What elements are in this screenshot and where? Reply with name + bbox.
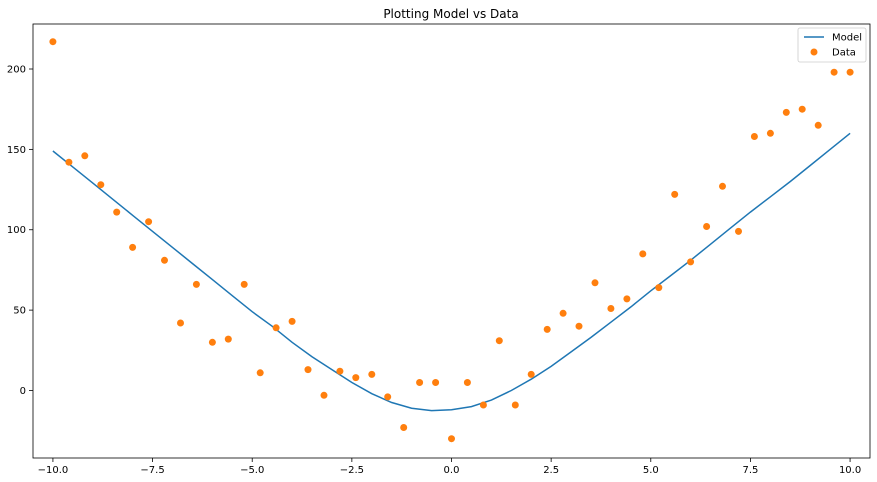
data-point (113, 208, 121, 216)
legend: Model Data (797, 27, 867, 63)
data-point (687, 258, 695, 266)
data-point (272, 324, 280, 332)
data-point (846, 68, 854, 76)
x-tick-label: 7.5 (742, 465, 758, 476)
data-point (479, 401, 487, 409)
y-tick-label: 150 (7, 145, 26, 156)
data-point (559, 309, 567, 317)
data-point (177, 319, 184, 327)
data-point (591, 279, 599, 287)
data-point (750, 133, 758, 140)
data-point (798, 105, 806, 113)
data-point (208, 338, 216, 346)
model-line (52, 132, 851, 412)
data-point (527, 370, 535, 378)
data-point (81, 152, 89, 160)
x-tick-label: −5.0 (240, 465, 264, 476)
legend-data-swatch (810, 48, 818, 56)
data-point (288, 317, 296, 325)
y-axis: 0 50 100 150 200 (7, 65, 33, 397)
x-tick-label: 5.0 (643, 465, 659, 476)
x-tick-label: −10.0 (38, 465, 69, 476)
data-point (495, 337, 503, 345)
data-point (129, 243, 137, 251)
data-point (65, 158, 73, 166)
axes-frame (32, 23, 871, 459)
data-point (432, 379, 440, 386)
legend-data-label: Data (832, 48, 856, 59)
data-point (575, 322, 583, 330)
legend-model-label: Model (832, 33, 862, 44)
plot-area (32, 23, 871, 459)
data-point (703, 223, 711, 230)
data-point (607, 305, 615, 312)
data-point (368, 370, 376, 378)
x-tick-label: 2.5 (543, 465, 559, 476)
data-point (97, 181, 105, 189)
chart-title: Plotting Model vs Data (383, 7, 518, 21)
x-tick-label: 10.0 (839, 465, 861, 476)
data-point (671, 190, 679, 198)
data-point (511, 401, 519, 409)
data-point (145, 218, 153, 226)
data-point (240, 280, 248, 288)
data-point (161, 256, 168, 264)
x-axis: −10.0 −7.5 −5.0 −2.5 0.0 2.5 5.0 7.5 10.0 (38, 458, 861, 476)
x-tick-label: 0.0 (444, 465, 460, 476)
data-point (830, 68, 838, 76)
x-tick-label: −7.5 (140, 465, 164, 476)
data-point (655, 284, 663, 292)
data-point (623, 295, 631, 303)
data-point (735, 227, 742, 235)
data-point (639, 250, 647, 258)
data-point (192, 280, 200, 288)
data-point (814, 121, 822, 129)
y-tick-label: 100 (7, 225, 26, 236)
data-point (224, 335, 232, 343)
data-point (766, 129, 774, 137)
data-point (400, 424, 408, 431)
y-tick-label: 50 (13, 306, 26, 317)
y-tick-label: 200 (7, 65, 26, 76)
data-point (304, 366, 312, 374)
data-point (49, 38, 57, 46)
data-point (256, 369, 264, 377)
y-tick-label: 0 (20, 386, 26, 397)
data-point (416, 379, 424, 386)
data-point (719, 182, 726, 190)
data-point (320, 391, 328, 399)
data-point (384, 393, 392, 401)
data-point (352, 374, 360, 382)
data-point (336, 367, 344, 375)
data-point (782, 108, 790, 116)
data-point (463, 379, 471, 386)
data-point (543, 325, 551, 333)
x-tick-label: −2.5 (340, 465, 364, 476)
data-point (448, 435, 455, 443)
